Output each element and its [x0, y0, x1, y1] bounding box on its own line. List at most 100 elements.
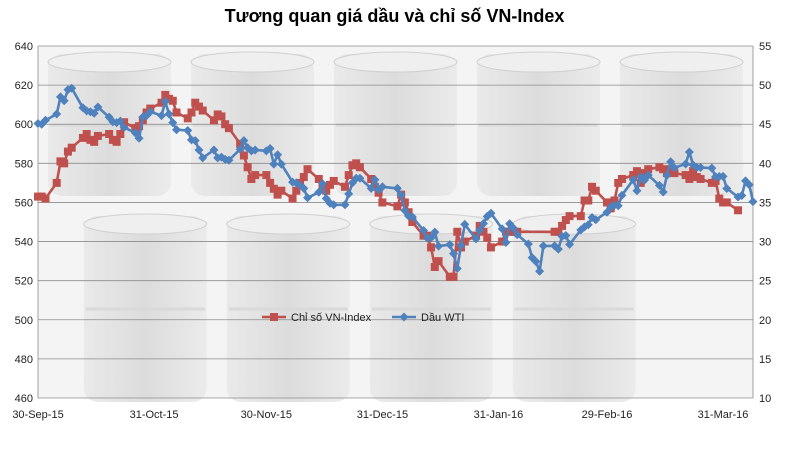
data-point-vnindex: [172, 108, 181, 117]
data-point-wti: [460, 219, 470, 229]
data-point-wti: [696, 163, 706, 173]
data-point-vnindex: [344, 171, 353, 180]
x-tick-label: 30-Nov-15: [241, 409, 292, 421]
data-point-wti: [198, 153, 208, 163]
data-point-vnindex: [292, 186, 301, 195]
x-tick-label: 31-Jan-16: [474, 409, 524, 421]
data-point-wti: [115, 116, 125, 126]
data-point-vnindex: [591, 186, 600, 195]
data-point-vnindex: [558, 221, 567, 230]
data-point-vnindex: [236, 139, 245, 148]
data-point-wti: [538, 241, 548, 251]
data-point-vnindex: [105, 130, 114, 138]
right-tick-label: 55: [759, 41, 771, 53]
data-point-vnindex: [460, 237, 469, 246]
data-point-vnindex: [400, 198, 409, 207]
data-point-wti: [224, 155, 234, 165]
data-point-vnindex: [617, 174, 626, 183]
data-point-wti: [172, 125, 182, 135]
data-point-vnindex: [303, 165, 312, 174]
data-point-wti: [40, 115, 50, 125]
data-point-vnindex: [355, 163, 364, 172]
data-point-wti: [628, 175, 638, 185]
data-point-vnindex: [90, 137, 99, 146]
gridlines: [37, 45, 754, 399]
data-point-vnindex: [734, 206, 743, 215]
data-point-wti: [119, 122, 129, 132]
data-point-vnindex: [243, 163, 252, 172]
legend: Chỉ số VN-Index Dầu WTI: [262, 312, 464, 324]
legend-marker-wti: [399, 312, 409, 322]
series-vnindex: [34, 90, 743, 281]
data-point-wti: [535, 266, 545, 276]
data-point-wti: [303, 193, 313, 203]
data-point-wti: [160, 97, 170, 107]
data-point-vnindex: [449, 272, 458, 281]
data-point-wti: [145, 107, 155, 117]
left-tick-label: 500: [15, 315, 33, 327]
x-tick-label: 31-Oct-15: [130, 409, 179, 421]
right-y-axis: 10 15 20 25 30 35 40 45 50 55: [759, 41, 771, 405]
data-point-wti: [329, 200, 339, 210]
data-point-vnindex: [322, 186, 331, 195]
chart-title: Tương quan giá dầu và chỉ số VN-Index: [224, 6, 565, 26]
data-point-vnindex: [112, 137, 121, 146]
data-point-wti: [157, 111, 167, 121]
left-y-axis: 460 480 500 520 540 560 580 600 620 640: [15, 41, 33, 405]
data-point-wti: [59, 96, 69, 106]
data-point-vnindex: [367, 174, 376, 183]
data-point-wti: [250, 145, 260, 155]
data-point-vnindex: [120, 118, 129, 127]
data-point-vnindex: [329, 176, 338, 185]
data-point-vnindex: [239, 151, 248, 160]
data-point-wti: [344, 189, 354, 199]
right-tick-label: 10: [759, 393, 771, 405]
data-point-wti: [396, 190, 406, 200]
data-point-vnindex: [266, 178, 275, 187]
data-point-wti: [392, 183, 402, 193]
data-point-vnindex: [277, 186, 286, 195]
left-tick-label: 460: [15, 393, 33, 405]
data-point-vnindex: [584, 196, 593, 205]
data-point-wti: [475, 225, 485, 235]
data-point-vnindex: [82, 130, 91, 138]
series-wti: [33, 83, 758, 276]
data-point-wti: [235, 144, 245, 154]
data-point-vnindex: [183, 114, 192, 123]
data-point-wti: [377, 182, 387, 192]
right-tick-label: 40: [759, 158, 771, 170]
data-point-vnindex: [116, 130, 125, 138]
data-point-vnindex: [340, 182, 349, 191]
data-point-wti: [748, 197, 758, 207]
data-point-vnindex: [483, 233, 492, 242]
data-point-vnindex: [565, 212, 574, 221]
data-point-wti: [209, 145, 219, 155]
x-tick-label: 31-Dec-15: [357, 409, 408, 421]
data-point-wti: [449, 249, 459, 259]
data-point-vnindex: [479, 227, 488, 236]
data-point-wti: [445, 240, 455, 250]
legend-label-vnindex: Chỉ số VN-Index: [291, 312, 372, 324]
data-point-wti: [744, 180, 754, 190]
data-point-wti: [684, 147, 694, 157]
x-tick-label: 31-Mar-16: [698, 409, 749, 421]
right-tick-label: 45: [759, 119, 771, 131]
data-point-wti: [366, 183, 376, 193]
data-point-wti: [471, 234, 481, 244]
data-point-wti: [276, 159, 286, 169]
data-point-vnindex: [610, 196, 619, 205]
data-point-vnindex: [93, 131, 102, 140]
data-point-vnindex: [498, 237, 507, 246]
data-point-vnindex: [60, 159, 69, 168]
left-tick-label: 540: [15, 237, 33, 249]
data-point-vnindex: [251, 171, 260, 180]
data-point-wti: [430, 227, 440, 237]
data-point-wti: [561, 231, 571, 241]
data-point-vnindex: [217, 112, 226, 121]
data-point-wti: [654, 180, 664, 190]
data-point-wti: [565, 239, 575, 249]
right-tick-label: 25: [759, 276, 771, 288]
data-point-vnindex: [288, 194, 297, 203]
data-point-wti: [669, 163, 679, 173]
